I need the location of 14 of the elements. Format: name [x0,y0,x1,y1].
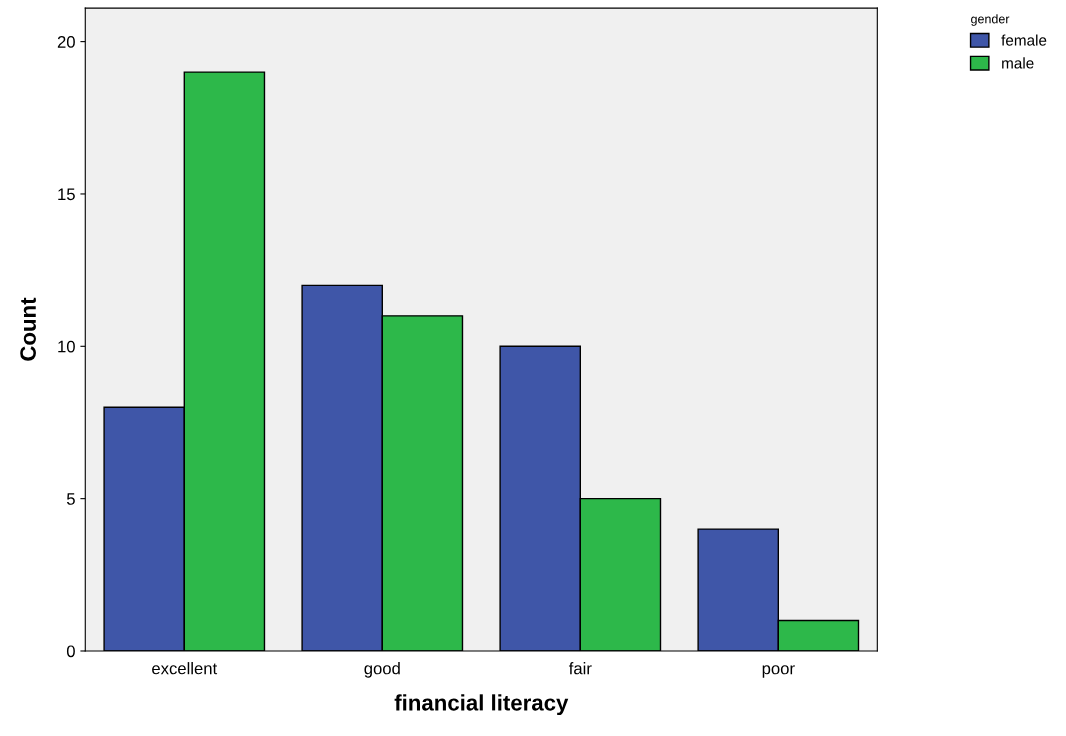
y-tick-label: 15 [58,188,75,201]
x-tick-label: excellent [152,662,218,675]
legend-title: gender [971,14,1010,26]
legend-label: female [1001,34,1047,46]
y-tick-label: 10 [58,340,75,353]
y-tick-label: 0 [66,645,75,658]
x-tick-label: fair [568,662,592,675]
y-tick-label: 20 [57,36,75,48]
x-axis-title: financial literacy [394,694,569,716]
x-tick-label: poor [762,665,795,678]
y-axis-title: Count [20,297,36,361]
legend-label: male [1002,57,1034,69]
x-tick-label: good [364,662,400,678]
y-tick-label: 5 [66,493,75,505]
